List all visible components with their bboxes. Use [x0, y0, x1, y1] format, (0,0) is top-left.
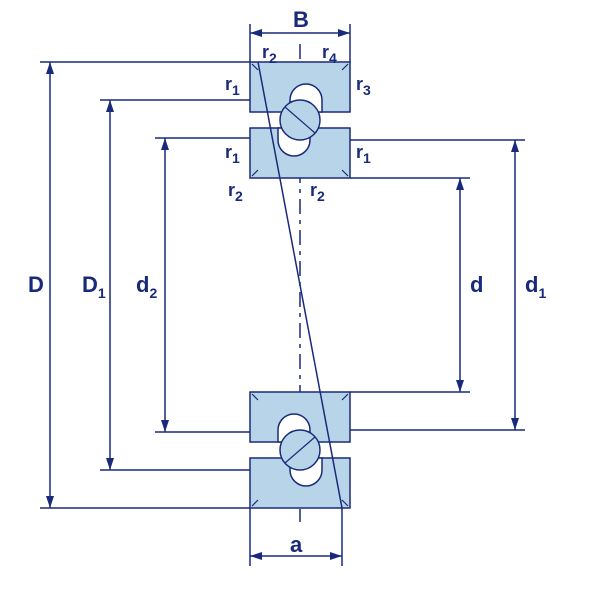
dim-d: d [350, 178, 483, 392]
ball-top [280, 100, 320, 140]
label-r3-top-right: r3 [356, 74, 371, 98]
label-r1-inner-left: r1 [225, 142, 240, 166]
dim-d1: d1 [350, 140, 546, 430]
dim-a: a [250, 508, 342, 566]
label-D: D [28, 272, 44, 297]
label-r1-top-left: r1 [225, 74, 240, 98]
label-r2-inner-left: r2 [228, 180, 243, 204]
label-r2-inner-right: r2 [310, 180, 325, 204]
label-D1: D1 [82, 272, 106, 301]
label-a: a [290, 532, 303, 557]
label-r1-inner-right: r1 [356, 142, 371, 166]
label-d2: d2 [136, 272, 157, 301]
ball-bottom [280, 430, 320, 470]
bearing-diagram: B a D D1 d2 [0, 0, 600, 600]
label-d: d [470, 272, 483, 297]
label-d1: d1 [525, 272, 546, 301]
label-B: B [293, 7, 309, 32]
